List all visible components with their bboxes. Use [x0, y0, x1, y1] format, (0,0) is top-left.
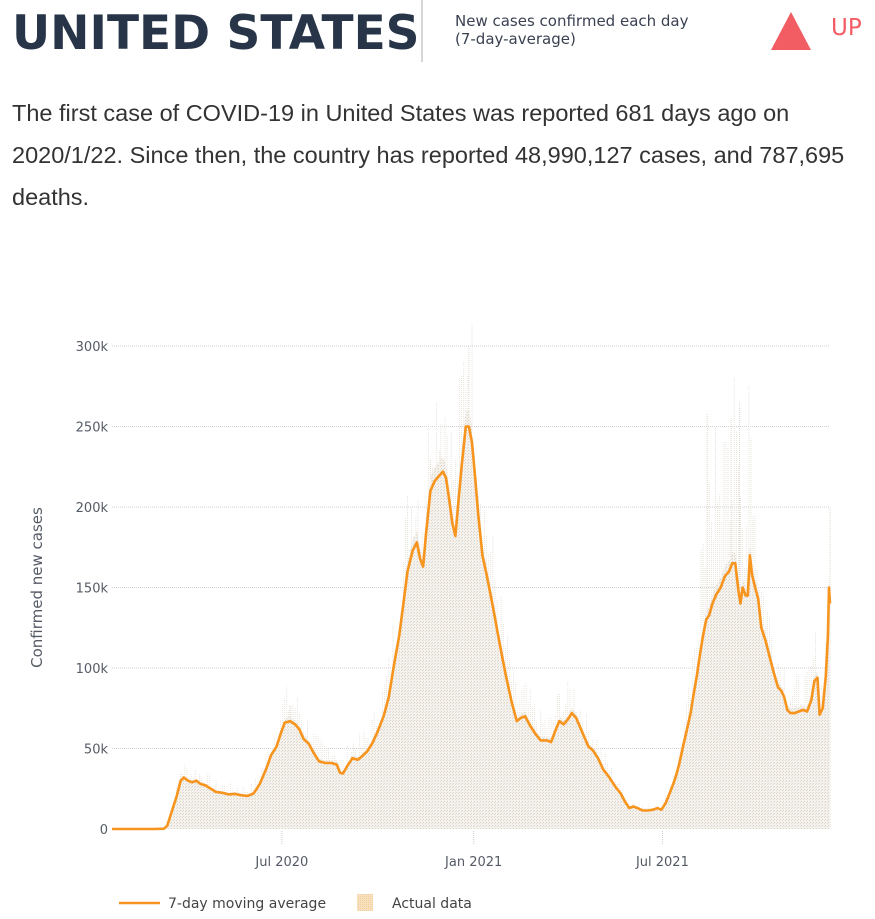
- metric-subtitle-line2: (7-day-average): [455, 30, 576, 48]
- triangle-up-icon: [771, 12, 811, 50]
- x-tick-label: Jul 2020: [254, 855, 308, 870]
- y-tick-label: 300k: [76, 340, 109, 355]
- x-tick-label: Jul 2021: [635, 855, 689, 870]
- y-tick-label: 50k: [84, 743, 109, 758]
- x-tick-label: Jan 2021: [444, 855, 502, 870]
- legend: 7-day moving average Actual data: [119, 894, 472, 912]
- header: UNITED STATES New cases confirmed each d…: [0, 0, 875, 80]
- metric-subtitle-line1: New cases confirmed each day: [455, 12, 689, 30]
- header-divider: [421, 0, 423, 62]
- y-tick-label: 0: [100, 823, 108, 838]
- legend-area-swatch: [357, 894, 373, 911]
- x-axis: Jul 2020 Jan 2021 Jul 2021: [254, 831, 689, 870]
- moving-average-line: [112, 425, 832, 831]
- trend-label: UP: [831, 15, 862, 41]
- y-axis: 0 50k 100k 150k 200k 250k 300k: [76, 340, 109, 838]
- summary-text: The first case of COVID-19 in United Sta…: [12, 100, 845, 210]
- actual-data-area: [112, 410, 830, 829]
- country-title: UNITED STATES: [12, 6, 420, 61]
- metric-subtitle: New cases confirmed each day (7-day-aver…: [455, 12, 689, 48]
- y-axis-label: Confirmed new cases: [28, 507, 46, 668]
- legend-item-actual-data[interactable]: Actual data: [357, 894, 472, 912]
- legend-item-moving-average[interactable]: 7-day moving average: [119, 896, 326, 912]
- cases-chart: 0 50k 100k 150k 200k 250k 300k Jul 2020 Jan 202…: [28, 323, 832, 912]
- legend-label-actual-data: Actual data: [392, 896, 472, 912]
- legend-label-moving-average: 7-day moving average: [168, 896, 326, 912]
- y-tick-label: 250k: [76, 421, 109, 436]
- y-tick-label: 100k: [76, 662, 109, 677]
- y-tick-label: 150k: [76, 582, 109, 597]
- y-tick-label: 200k: [76, 501, 109, 516]
